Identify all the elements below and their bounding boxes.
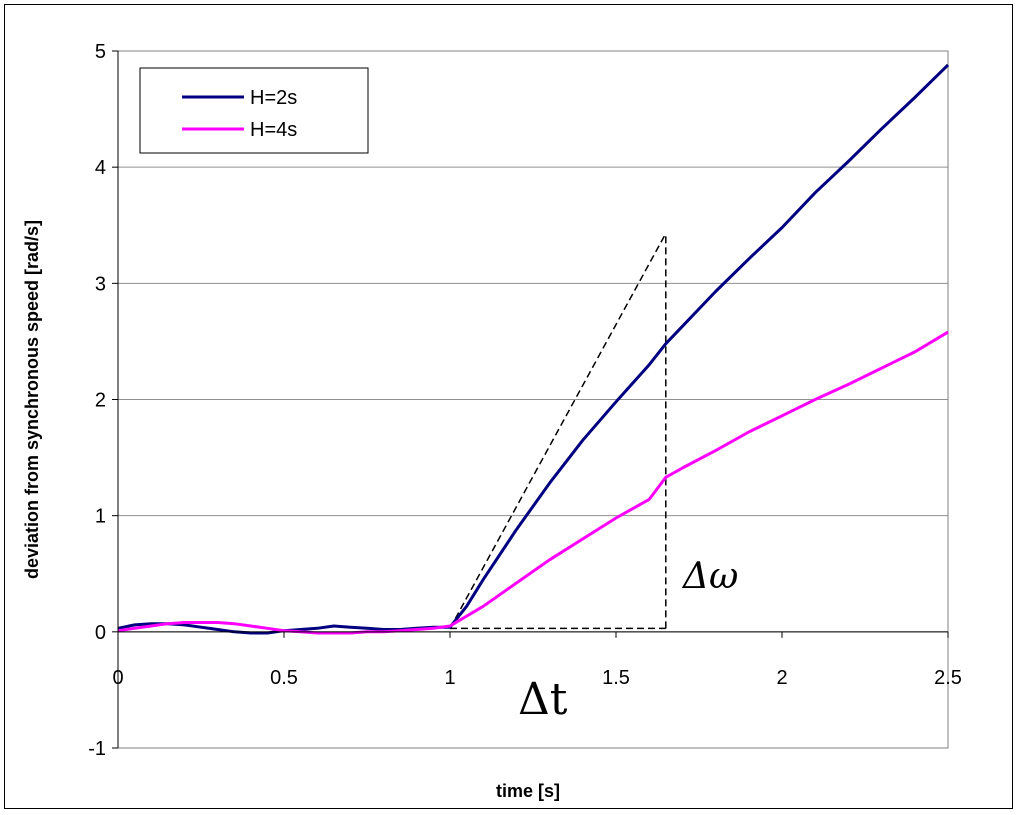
x-tick-label: 0 — [112, 667, 123, 689]
x-axis-title: time [s] — [496, 781, 560, 801]
series-line-2 — [117, 330, 949, 635]
delta-t-annotation: Δt — [518, 674, 568, 725]
legend-label-1: H=2s — [250, 87, 297, 109]
y-tick-label: 2 — [95, 390, 106, 412]
delta-omega-annotation: Δω — [681, 556, 738, 597]
legend: H=2s H=4s — [139, 67, 369, 154]
legend-box — [139, 67, 369, 154]
annotation-lines — [449, 233, 667, 630]
x-tick-label: 1.5 — [602, 667, 630, 689]
x-tick-label: 2 — [776, 667, 787, 689]
y-tick-label: 0 — [95, 622, 106, 644]
y-tick-label: 5 — [95, 41, 106, 63]
x-tick-label: 1 — [444, 667, 455, 689]
x-tick-label: 2.5 — [934, 667, 962, 689]
x-tick-label: 0.5 — [270, 667, 298, 689]
tangent-dashed-line — [449, 233, 667, 629]
legend-label-2: H=4s — [250, 119, 297, 141]
y-tick-label: 4 — [95, 157, 106, 179]
axes — [112, 50, 949, 749]
y-tick-labels: -1 0 1 2 3 4 5 — [88, 41, 106, 760]
series-lines — [117, 63, 950, 635]
x-tick-labels: 0 0.5 1 1.5 2 2.5 — [112, 667, 961, 689]
y-tick-label: 3 — [95, 273, 106, 295]
y-tick-label: 1 — [95, 506, 106, 528]
gridlines — [118, 166, 948, 633]
y-tick-label: -1 — [88, 738, 106, 760]
y-axis-title: deviation from synchronous speed [rad/s] — [22, 220, 42, 579]
